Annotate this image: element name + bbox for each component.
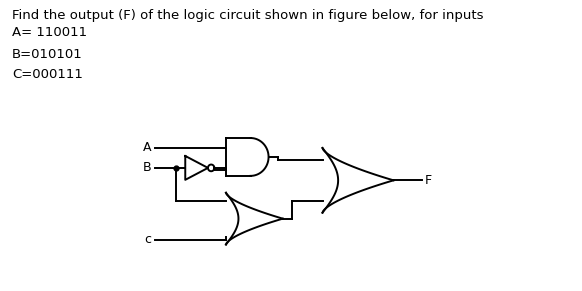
Text: C=000111: C=000111 [12, 68, 83, 81]
Text: Find the output (F) of the logic circuit shown in figure below, for inputs: Find the output (F) of the logic circuit… [12, 9, 484, 22]
Text: F: F [425, 174, 432, 187]
Text: A= 110011: A= 110011 [12, 26, 87, 39]
Text: B: B [143, 162, 151, 174]
Text: A: A [143, 141, 151, 155]
Text: B=010101: B=010101 [12, 49, 83, 61]
Text: c: c [144, 233, 151, 246]
